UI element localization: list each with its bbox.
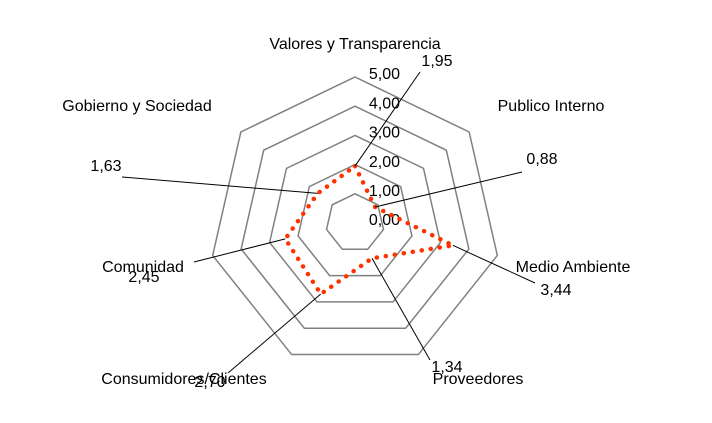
grid-ring xyxy=(268,134,442,303)
category-label: Valores y Transparencia xyxy=(269,36,440,53)
y-tick-label: 5,00 xyxy=(369,66,400,83)
category-label: Comunidad xyxy=(102,259,184,276)
leader-line xyxy=(374,171,523,208)
y-tick-label: 0,00 xyxy=(369,212,400,229)
leader-line xyxy=(121,176,318,194)
y-tick-label: 3,00 xyxy=(369,125,400,142)
value-label: 1,63 xyxy=(90,158,121,175)
leader-line xyxy=(227,293,322,374)
grid-ring xyxy=(211,76,499,356)
leader-line xyxy=(354,71,421,167)
leader-line xyxy=(452,244,536,284)
category-label: Gobierno y Sociedad xyxy=(62,98,211,115)
leader-line xyxy=(193,238,286,263)
y-tick-label: 2,00 xyxy=(369,154,400,171)
data-line xyxy=(282,162,461,298)
value-label: 2,70 xyxy=(194,374,225,391)
value-label: 1,34 xyxy=(431,359,462,376)
value-label: 0,88 xyxy=(526,151,557,168)
category-label: Proveedores xyxy=(433,371,524,388)
category-label: Consumidores/Clientes xyxy=(101,371,266,388)
value-label: 1,95 xyxy=(421,53,452,70)
category-label: Medio Ambiente xyxy=(516,259,631,276)
value-label: 2,45 xyxy=(128,269,159,286)
grid-ring xyxy=(240,105,470,329)
category-label: Publico Interno xyxy=(498,98,605,115)
grid-ring xyxy=(297,163,413,277)
leader-line xyxy=(371,258,431,361)
value-label: 3,44 xyxy=(540,282,571,299)
y-tick-label: 4,00 xyxy=(369,95,400,112)
y-tick-label: 1,00 xyxy=(369,183,400,200)
grid-ring xyxy=(325,192,385,251)
